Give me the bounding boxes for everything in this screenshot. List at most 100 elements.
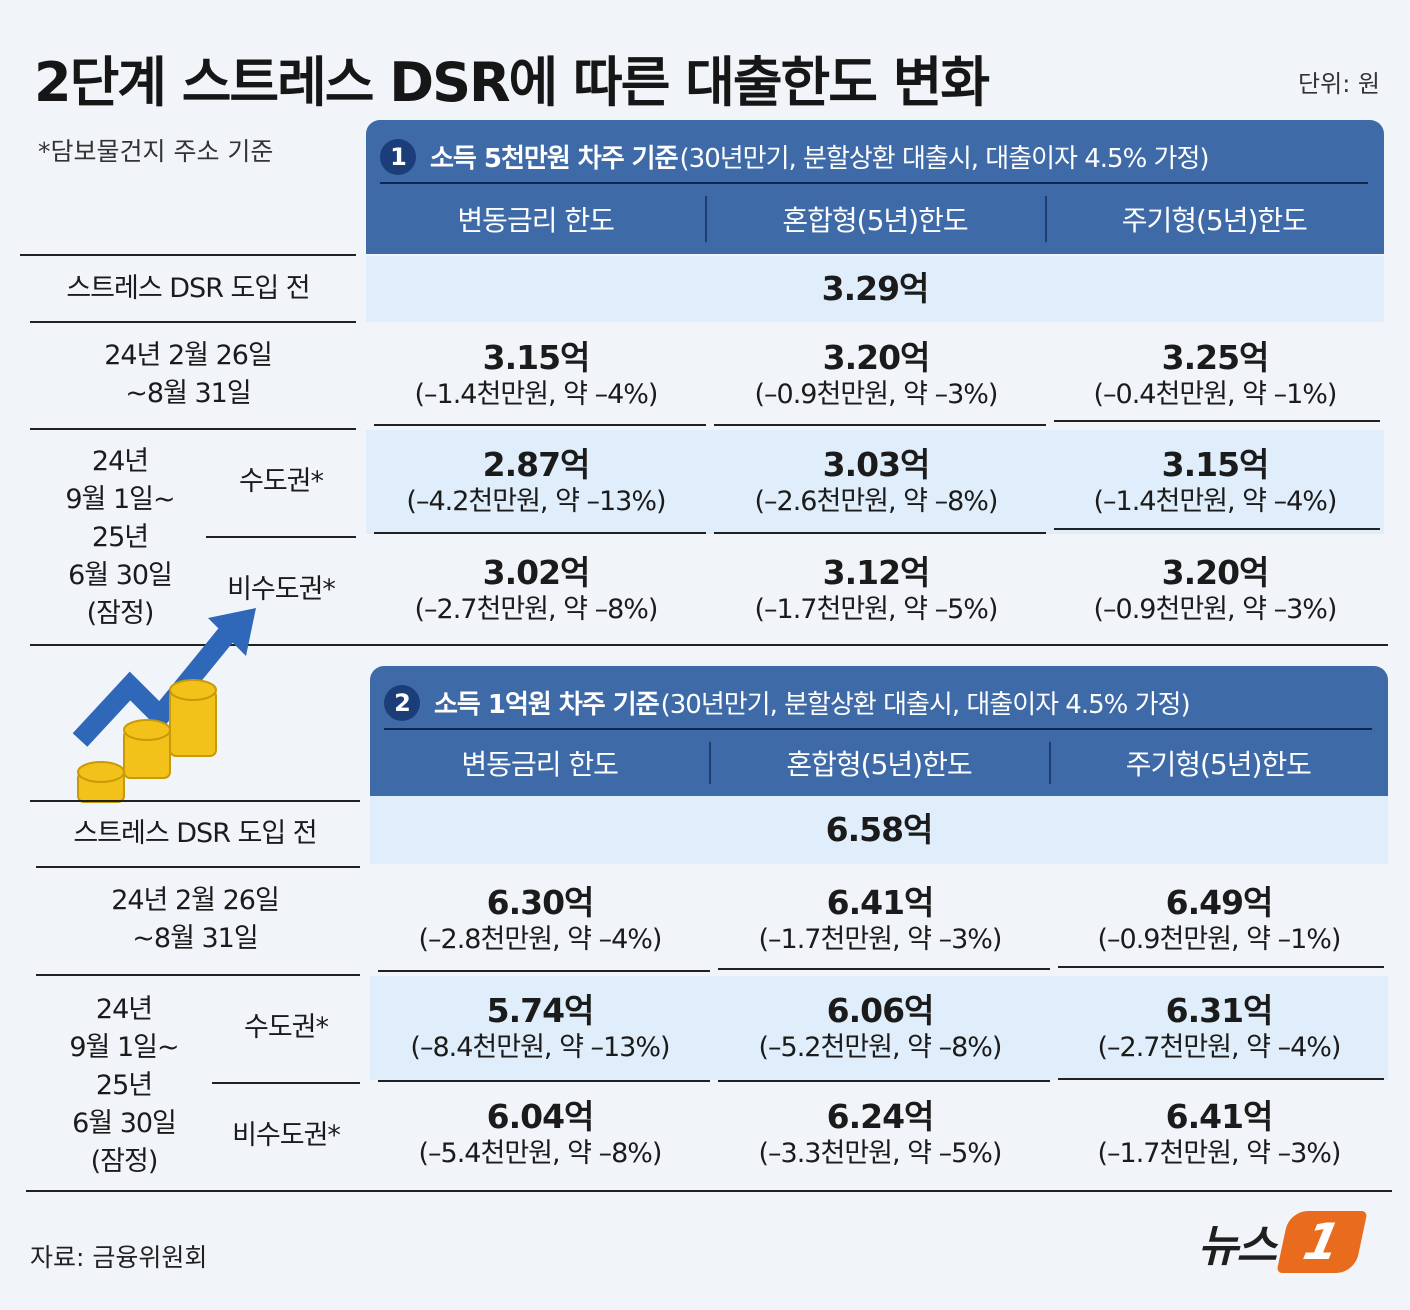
row-label-text: 수도권* <box>238 466 324 497</box>
section-header: 1 소득 5천만원 차주 기준 (30년만기, 분할상환 대출시, 대출이자 4… <box>366 120 1384 254</box>
cell-metro-variable: 5.74억 (–8.4천만원, 약 –13%) <box>370 976 710 1080</box>
row-label-text: 24년 2월 26일 <box>111 885 280 916</box>
row-divider <box>378 970 710 972</box>
cell-nonmetro-variable: 3.02억 (–2.7천만원, 약 –8%) <box>366 538 706 642</box>
row-label-before: 스트레스 DSR 도입 전 <box>20 256 356 322</box>
cell-before-dsr: 3.29억 <box>366 256 1384 322</box>
row-metro-values <box>366 430 1384 534</box>
row-divider <box>714 532 1046 534</box>
row-label-phase2: 24년 9월 1일~ 25년 6월 30일 (잠정) <box>44 986 204 1186</box>
value-amount: 3.20억 <box>822 338 931 377</box>
value-change: (–1.7천만원, 약 –3%) <box>1097 1138 1342 1169</box>
value-change: (–5.4천만원, 약 –8%) <box>418 1138 663 1169</box>
section-title-conditions: (30년만기, 분할상환 대출시, 대출이자 4.5% 가정) <box>679 144 1210 174</box>
value-amount: 3.15억 <box>482 338 591 377</box>
cell-nonmetro-periodic: 6.41억 (–1.7천만원, 약 –3%) <box>1050 1082 1388 1186</box>
row-divider <box>1058 1078 1384 1080</box>
row-label-phase1: 24년 2월 26일 ~8월 31일 <box>20 323 356 427</box>
up-arrow-icon <box>72 608 256 747</box>
cell-phase1-periodic: 6.49억 (–0.9천만원, 약 –1%) <box>1050 868 1388 972</box>
column-header-periodic: 주기형(5년)한도 <box>1044 184 1384 254</box>
row-label-text: 스트레스 DSR 도입 전 <box>73 818 317 849</box>
value-amount: 3.25억 <box>1161 338 1270 377</box>
row-label-text: 25년 <box>95 1070 153 1101</box>
row-divider <box>1054 528 1380 530</box>
value-amount: 3.12억 <box>822 553 931 592</box>
cell-nonmetro-mixed: 3.12억 (–1.7천만원, 약 –5%) <box>706 538 1046 642</box>
section-bottom-divider <box>30 644 1388 646</box>
row-label-text: 24년 <box>95 994 153 1025</box>
header-divider <box>380 182 1368 184</box>
value-amount: 6.30억 <box>486 883 595 922</box>
row-label-text: 24년 2월 26일 <box>104 340 273 371</box>
value-change: (–3.3천만원, 약 –5%) <box>758 1138 1003 1169</box>
column-header-mixed: 혼합형(5년)한도 <box>705 184 1044 254</box>
value-change: (–2.7천만원, 약 –4%) <box>1097 1032 1342 1063</box>
value-amount: 6.31억 <box>1165 991 1274 1030</box>
column-header-variable: 변동금리 한도 <box>461 748 618 781</box>
value-amount: 3.02억 <box>482 553 591 592</box>
value-change: (–2.6천만원, 약 –8%) <box>754 486 999 517</box>
value-amount: 2.87억 <box>482 445 591 484</box>
column-header-mixed: 혼합형(5년)한도 <box>709 730 1048 796</box>
row-divider <box>714 424 1046 426</box>
cell-phase1-variable: 6.30억 (–2.8천만원, 약 –4%) <box>370 868 710 972</box>
row-label-phase1: 24년 2월 26일 ~8월 31일 <box>30 868 360 972</box>
logo-badge: 1 <box>1276 1211 1368 1273</box>
row-divider <box>212 1082 360 1084</box>
row-label-text: 25년 <box>91 522 149 553</box>
value-change: (–0.9천만원, 약 –3%) <box>754 379 999 410</box>
row-label-nonmetro: 비수도권* <box>206 538 356 642</box>
value-change: (–1.7천만원, 약 –3%) <box>758 924 1003 955</box>
row-divider <box>718 1080 1050 1082</box>
row-divider <box>378 1080 710 1082</box>
value-change: (–1.7천만원, 약 –5%) <box>754 594 999 625</box>
value-amount: 6.49억 <box>1165 883 1274 922</box>
column-header-variable: 변동금리 한도 <box>457 204 614 237</box>
value-change: (–2.8천만원, 약 –4%) <box>418 924 663 955</box>
cell-phase1-mixed: 6.41억 (–1.7천만원, 약 –3%) <box>710 868 1050 972</box>
row-metro-values <box>370 976 1388 1080</box>
cell-nonmetro-variable: 6.04억 (–5.4천만원, 약 –8%) <box>370 1082 710 1186</box>
row-divider <box>36 866 360 868</box>
value-amount: 3.29억 <box>821 269 930 308</box>
news1-logo: 뉴스 1 <box>1198 1210 1368 1274</box>
row-label-metro: 수도권* <box>206 430 356 534</box>
row-label-text: (잠정) <box>90 1146 159 1177</box>
row-label-text: 9월 1일~ <box>69 1032 179 1063</box>
row-divider <box>30 800 360 802</box>
row-divider <box>36 974 360 976</box>
value-amount: 3.20억 <box>1161 553 1270 592</box>
cell-metro-periodic: 6.31억 (–2.7천만원, 약 –4%) <box>1050 976 1388 1080</box>
value-amount: 3.03억 <box>822 445 931 484</box>
value-change: (–4.2천만원, 약 –13%) <box>406 486 666 517</box>
row-label-text: 스트레스 DSR 도입 전 <box>66 273 310 304</box>
footnote-address: *담보물건지 주소 기준 <box>38 137 274 166</box>
value-amount: 6.04억 <box>486 1097 595 1136</box>
value-change: (–0.9천만원, 약 –1%) <box>1097 924 1342 955</box>
coin-stack-icon <box>77 679 217 803</box>
row-divider <box>30 321 356 323</box>
value-amount: 6.06억 <box>826 991 935 1030</box>
cell-nonmetro-mixed: 6.24억 (–3.3천만원, 약 –5%) <box>710 1082 1050 1186</box>
row-label-text: 9월 1일~ <box>65 484 175 515</box>
row-divider <box>1058 966 1384 968</box>
section-income-50m: 1 소득 5천만원 차주 기준 (30년만기, 분할상환 대출시, 대출이자 4… <box>0 118 1410 648</box>
unit-label: 단위: 원 <box>1298 70 1380 98</box>
section-title-conditions: (30년만기, 분할상환 대출시, 대출이자 4.5% 가정) <box>660 690 1191 720</box>
section-title: 2 소득 1억원 차주 기준 (30년만기, 분할상환 대출시, 대출이자 4.… <box>384 684 1191 721</box>
section-title-main: 소득 5천만원 차주 기준 <box>430 144 679 174</box>
value-amount: 6.41억 <box>826 883 935 922</box>
section-number-badge: 1 <box>380 138 416 175</box>
row-divider <box>206 536 356 538</box>
value-change: (–0.4천만원, 약 –1%) <box>1093 379 1338 410</box>
row-divider <box>1054 420 1380 422</box>
cell-metro-mixed: 6.06억 (–5.2천만원, 약 –8%) <box>710 976 1050 1080</box>
value-change: (–5.2천만원, 약 –8%) <box>758 1032 1003 1063</box>
row-label-text: 6월 30일 <box>72 1108 177 1139</box>
cell-phase1-mixed: 3.20억 (–0.9천만원, 약 –3%) <box>706 323 1046 427</box>
value-amount: 6.58억 <box>825 810 934 849</box>
row-divider <box>30 428 356 430</box>
column-headers: 변동금리 한도 혼합형(5년)한도 주기형(5년)한도 <box>370 730 1388 796</box>
cell-phase1-periodic: 3.25억 (–0.4천만원, 약 –1%) <box>1046 323 1384 427</box>
